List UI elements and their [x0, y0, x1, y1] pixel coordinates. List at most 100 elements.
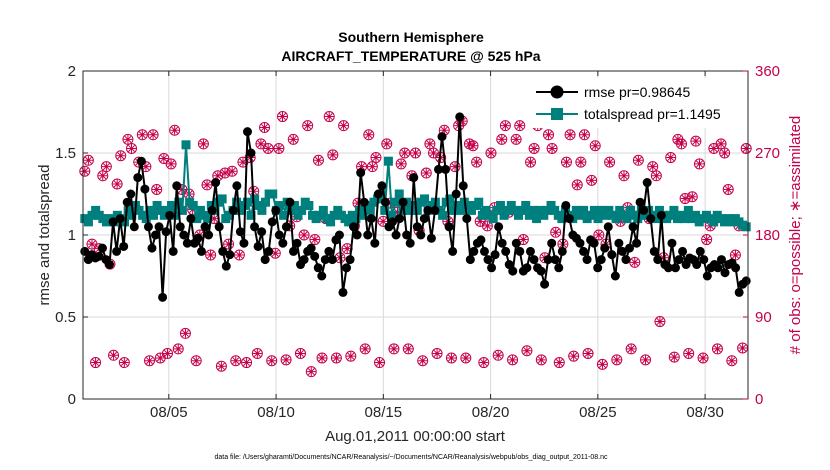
rmse-point-104: [448, 246, 458, 256]
rmse-point-51: [260, 255, 270, 265]
obs-marker-79: [363, 129, 375, 141]
rmse-point-50: [257, 227, 267, 237]
rmse-point-131: [543, 255, 553, 265]
rmse-point-9: [112, 246, 122, 256]
rmse-point-137: [564, 214, 574, 224]
obs-marker-138: [575, 156, 587, 168]
rmse-point-11: [119, 241, 129, 251]
rmse-point-56: [278, 238, 288, 248]
rmse-point-108: [462, 214, 472, 224]
obs-marker-55: [277, 111, 288, 123]
obs-marker-9: [111, 178, 123, 190]
rmse-point-176: [702, 271, 712, 281]
rmse-point-72: [334, 230, 344, 240]
rmse-point-95: [416, 230, 426, 240]
totalspread-point-46: [246, 210, 256, 220]
rmse-point-123: [515, 246, 525, 256]
obs-marker-132: [553, 357, 565, 369]
obs-marker-146: [604, 156, 616, 168]
rmse-point-150: [610, 271, 620, 281]
obs-marker-184: [740, 142, 752, 154]
obs-marker-129: [543, 129, 554, 141]
rmse-point-79: [359, 197, 369, 207]
obs-marker-177: [715, 138, 727, 150]
totalspread-point-115: [495, 200, 505, 210]
rmse-point-29: [182, 238, 192, 248]
x-tick-label-1: 08/10: [257, 404, 295, 421]
rmse-point-8: [108, 217, 118, 227]
totalspread-point-70: [333, 205, 343, 215]
obs-marker-16: [136, 129, 148, 141]
totalspread-point-48: [253, 200, 263, 210]
rmse-point-64: [306, 243, 316, 253]
totalspread-point-83: [380, 205, 390, 215]
totalspread-point-28: [181, 140, 191, 150]
obs-marker-97: [427, 147, 439, 159]
rmse-point-135: [557, 246, 567, 256]
rmse-point-10: [115, 214, 125, 224]
obs-marker-98: [431, 347, 443, 359]
rmse-point-87: [388, 217, 398, 227]
obs-marker-69: [327, 149, 339, 161]
obs-marker-183: [737, 342, 749, 354]
rmse-point-109: [465, 255, 475, 265]
totalspread-point-111: [481, 205, 491, 215]
legend-rmse-label: rmse pr=0.98645: [584, 84, 690, 100]
obs-marker-62: [302, 120, 314, 132]
totalspread-point-94: [420, 194, 430, 204]
totalspread-point-125: [532, 214, 542, 224]
obs-marker-160: [654, 316, 666, 328]
rmse-point-58: [285, 197, 295, 207]
obs-marker-109: [471, 156, 483, 168]
obs-marker-150: [618, 170, 630, 182]
rmse-point-144: [589, 238, 599, 248]
totalspread-point-99: [438, 210, 448, 220]
obs-marker-80: [366, 161, 378, 173]
totalspread-point-43: [235, 205, 245, 215]
totalspread-point-3: [91, 205, 101, 215]
rmse-point-134: [554, 263, 564, 273]
totalspread-point-123: [524, 210, 534, 220]
obs-marker-38: [215, 360, 227, 372]
obs-marker-178: [719, 147, 731, 159]
totalspread-point-66: [318, 205, 328, 215]
rmse-point-175: [699, 255, 709, 265]
rmse-point-162: [653, 255, 663, 265]
y-tick-label-4: 2: [68, 63, 76, 80]
axis-ticks: 08/05 08/10 08/15 08/20 08/25 08/30 0 0.5 1 1.5 2 0…: [55, 63, 780, 421]
totalspread-point-144: [600, 210, 610, 220]
rmse-point-180: [716, 255, 726, 265]
obs-marker-20: [151, 183, 163, 195]
obs-marker-39: [219, 167, 231, 179]
rmse-point-70: [327, 255, 337, 265]
obs-marker-170: [690, 135, 702, 147]
y-tick-label-0: 0: [68, 391, 76, 408]
obs-marker-41: [226, 165, 238, 177]
totalspread-point-148: [615, 205, 625, 215]
obs-marker-103: [449, 161, 461, 173]
totalspread-point-84: [383, 156, 393, 166]
rmse-point-119: [501, 246, 511, 256]
rmse-point-74: [342, 263, 352, 273]
rmse-point-125: [522, 263, 532, 273]
obs-marker-173: [701, 234, 713, 246]
obs-marker-5: [97, 170, 109, 182]
totalspread-point-50: [261, 197, 271, 207]
rmse-point-129: [536, 266, 546, 276]
totalspread-point-19: [148, 210, 158, 220]
obs-marker-81: [370, 152, 382, 164]
obs-marker-28: [179, 327, 191, 339]
obs-marker-140: [582, 347, 594, 359]
totalspread-point-32: [195, 205, 205, 215]
totalspread-point-167: [683, 205, 693, 215]
obs-marker-137: [571, 179, 583, 191]
rmse-point-25: [168, 246, 178, 256]
obs-marker-50: [259, 121, 271, 133]
rmse-point-99: [430, 205, 440, 215]
rmse-point-156: [632, 238, 642, 248]
rmse-point-4: [94, 251, 104, 261]
totalspread-point-85: [387, 210, 397, 220]
rmse-point-117: [494, 222, 504, 232]
obs-marker-144: [596, 358, 608, 370]
legend-totalspread-label: totalspread pr=1.1495: [584, 106, 721, 122]
